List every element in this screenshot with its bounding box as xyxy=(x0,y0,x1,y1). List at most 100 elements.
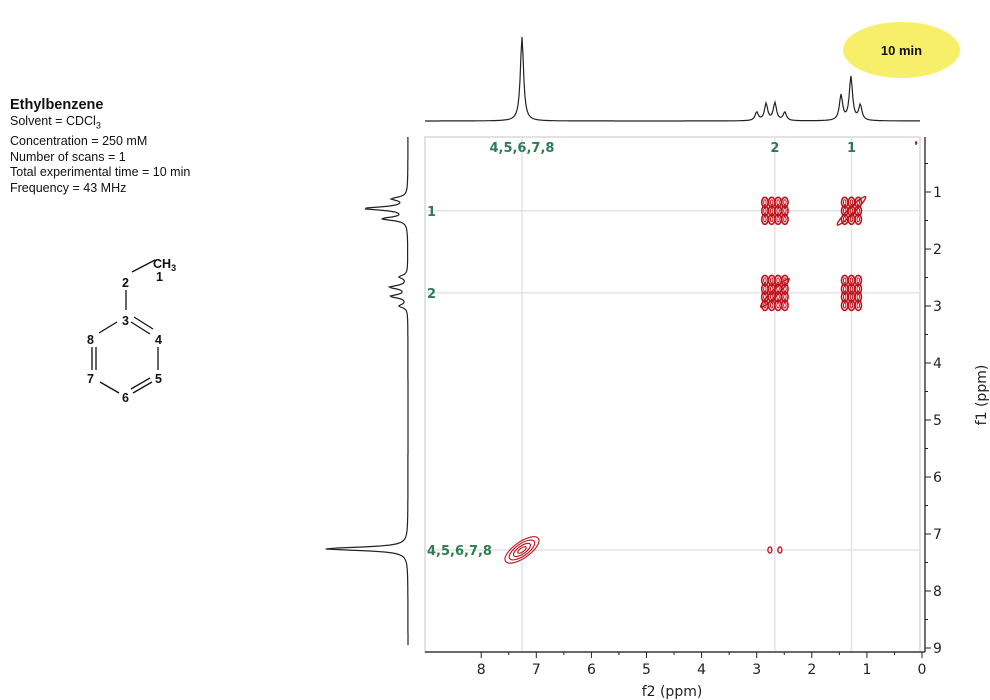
y-tick-label: 2 xyxy=(933,242,942,258)
contour-peak xyxy=(856,285,860,292)
ch3-label: CH3 xyxy=(153,257,176,273)
compound-name: Ethylbenzene xyxy=(10,97,104,113)
contour-peak xyxy=(783,302,787,309)
contour-peak xyxy=(763,199,767,206)
contour-peak xyxy=(849,207,854,214)
atom-1: 1 xyxy=(156,270,163,284)
contour-peak xyxy=(763,285,767,292)
contour-peak xyxy=(842,199,847,206)
contour-peak xyxy=(760,213,769,226)
molecule-structure xyxy=(91,259,159,394)
contour-peak xyxy=(517,546,527,554)
contour-peak xyxy=(504,536,540,564)
atom-7: 7 xyxy=(87,372,94,386)
x-tick-label: 6 xyxy=(587,662,596,678)
contour-peak xyxy=(840,291,849,303)
contour-peak xyxy=(849,216,854,223)
contour-peak xyxy=(769,216,774,223)
signal-label-left: 4,5,6,7,8 xyxy=(427,544,492,559)
y-tick-label: 5 xyxy=(933,413,942,429)
grid-lines xyxy=(425,137,920,652)
contours xyxy=(504,141,917,564)
x-tick-label: 3 xyxy=(752,662,761,678)
contour-peak xyxy=(849,277,854,284)
x-tick-label: 2 xyxy=(807,662,816,678)
contour-peak xyxy=(840,274,849,287)
contour-peak xyxy=(849,199,854,206)
contour-diagonal-peak xyxy=(836,195,867,226)
atom-5: 5 xyxy=(155,372,162,386)
number-of-scans: Number of scans = 1 xyxy=(10,149,126,164)
contour-peak xyxy=(783,293,787,300)
signal-label-top: 2 xyxy=(770,141,779,156)
y-tick-label: 8 xyxy=(933,584,942,600)
contour-peak xyxy=(763,207,767,214)
molecule-labels: CH3 1 2 3 4 5 6 7 8 xyxy=(87,257,176,405)
y-axis-label: f1 (ppm) xyxy=(974,365,990,426)
contour-peak xyxy=(776,199,780,206)
frequency: Frequency = 43 MHz xyxy=(10,180,127,195)
contour-peak xyxy=(769,277,774,284)
f2-projection-spectrum xyxy=(425,36,920,122)
contour-peak xyxy=(856,216,860,223)
x-tick-label: 1 xyxy=(862,662,871,678)
contour-peak xyxy=(776,216,780,223)
y-tick-label: 4 xyxy=(933,356,942,372)
signal-label-left: 2 xyxy=(427,287,436,302)
contour-peak xyxy=(512,542,532,558)
experimental-time: Total experimental time = 10 min xyxy=(10,165,191,179)
contour-peak xyxy=(776,277,780,284)
contour-peak xyxy=(783,199,787,206)
f1-axis: 1 2 3 4 5 6 7 8 9 xyxy=(924,137,942,657)
signal-label-left: 1 xyxy=(427,205,436,220)
contour-peak xyxy=(508,539,536,561)
f1-projection-spectrum xyxy=(325,137,409,645)
contour-peak xyxy=(760,205,769,217)
time-badge: 10 min xyxy=(843,22,960,78)
contour-peak xyxy=(840,196,849,209)
solvent-subscript: 3 xyxy=(95,120,101,131)
contour-peak xyxy=(840,299,849,312)
contour-peak xyxy=(769,207,774,214)
f2-axis: 8 7 6 5 4 3 2 1 0 xyxy=(425,651,927,678)
contour-peak xyxy=(763,216,767,223)
x-axis-label: f2 (ppm) xyxy=(642,684,703,700)
atom-8: 8 xyxy=(87,333,94,347)
contour-peak xyxy=(842,277,847,284)
contour-peak xyxy=(760,196,769,209)
contour-peak xyxy=(760,274,769,287)
atom-2: 2 xyxy=(122,276,129,290)
contour-peak xyxy=(856,293,860,300)
concentration: Concentration = 250 mM xyxy=(10,134,148,148)
experiment-info: Ethylbenzene Solvent = CDCl3 Concentrati… xyxy=(10,97,190,196)
solvent: Solvent = CDCl3 xyxy=(10,114,190,134)
x-tick-label: 0 xyxy=(918,662,927,678)
contour-peak xyxy=(849,293,854,300)
contour-peak xyxy=(783,207,787,214)
y-tick-label: 7 xyxy=(933,527,942,543)
contour-peak xyxy=(842,293,847,300)
contour-peak xyxy=(777,546,783,554)
contour-peak xyxy=(842,302,847,309)
contour-peak xyxy=(783,216,787,223)
contour-diagonal-peak xyxy=(759,277,790,308)
contour-peak xyxy=(760,291,769,303)
contour-peak xyxy=(769,199,774,206)
x-tick-label: 5 xyxy=(642,662,651,678)
atom-4: 4 xyxy=(155,333,162,347)
signal-label-top: 4,5,6,7,8 xyxy=(489,141,554,156)
x-tick-label: 4 xyxy=(697,662,706,678)
contour-peak xyxy=(776,302,780,309)
atom-3: 3 xyxy=(122,314,129,328)
x-tick-label: 8 xyxy=(477,662,486,678)
contour-peak xyxy=(856,302,860,309)
contour-peak xyxy=(767,546,773,554)
contour-noise xyxy=(915,141,917,145)
signal-labels: 4,5,6,7,8 4,5,6,7,8 2 2 1 1 xyxy=(427,141,856,559)
y-tick-label: 9 xyxy=(933,641,942,657)
contour-peak xyxy=(856,277,860,284)
contour-peak xyxy=(769,302,774,309)
atom-6: 6 xyxy=(122,391,129,405)
y-tick-label: 6 xyxy=(933,470,942,486)
